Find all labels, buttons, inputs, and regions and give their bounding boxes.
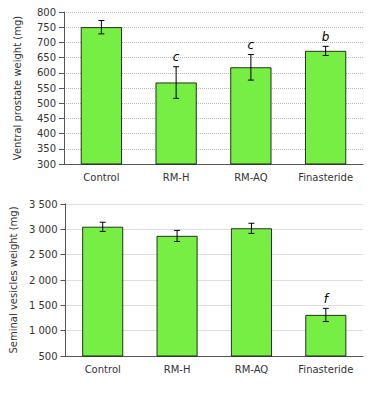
svg-text:800: 800	[37, 7, 56, 18]
svg-text:b: b	[322, 30, 330, 44]
svg-text:RM-H: RM-H	[164, 364, 191, 375]
svg-text:3 000: 3 000	[29, 224, 58, 235]
svg-text:f: f	[324, 292, 330, 306]
svg-text:RM-AQ: RM-AQ	[235, 364, 269, 375]
svg-text:500: 500	[38, 351, 57, 362]
svg-text:2 000: 2 000	[29, 275, 58, 286]
svg-text:2 500: 2 500	[29, 249, 58, 260]
svg-text:700: 700	[37, 37, 56, 48]
svg-text:c: c	[248, 38, 255, 52]
svg-text:Seminal vesicles weight (mg): Seminal vesicles weight (mg)	[8, 206, 19, 353]
svg-text:750: 750	[37, 22, 56, 33]
svg-text:c: c	[173, 50, 180, 64]
svg-text:400: 400	[37, 128, 56, 139]
svg-text:1 000: 1 000	[29, 325, 58, 336]
svg-text:RM-H: RM-H	[163, 172, 190, 183]
svg-text:450: 450	[37, 113, 56, 124]
svg-text:Control: Control	[83, 172, 119, 183]
svg-text:Finasteride: Finasteride	[298, 172, 353, 183]
svg-text:600: 600	[37, 67, 56, 78]
svg-text:Ventral prostate weight (mg): Ventral prostate weight (mg)	[12, 16, 23, 160]
svg-text:500: 500	[37, 98, 56, 109]
svg-text:RM-AQ: RM-AQ	[234, 172, 268, 183]
svg-text:1 500: 1 500	[29, 300, 58, 311]
svg-text:550: 550	[37, 83, 56, 94]
svg-text:350: 350	[37, 143, 56, 154]
svg-text:Control: Control	[85, 364, 121, 375]
svg-text:3 500: 3 500	[29, 199, 58, 210]
svg-text:300: 300	[37, 159, 56, 170]
svg-text:650: 650	[37, 52, 56, 63]
svg-text:Finasteride: Finasteride	[298, 364, 353, 375]
